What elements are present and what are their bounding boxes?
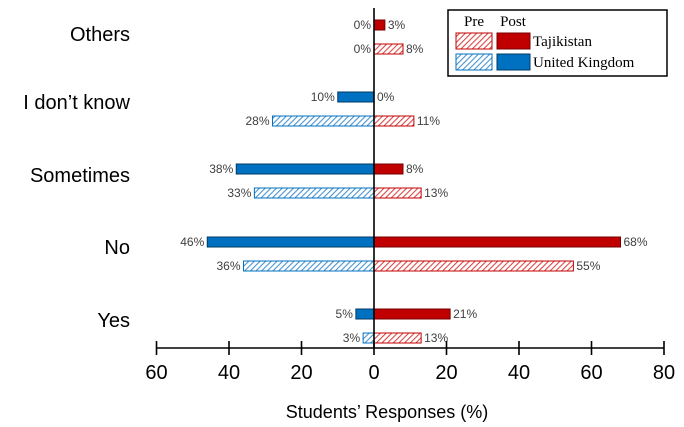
category-label: I don’t know [23,92,130,114]
bar-uk-post [235,163,375,175]
bar-tajikistan-post [373,163,404,175]
data-label: 21% [453,307,477,321]
data-label: 10% [311,90,335,104]
legend-header-pre: Pre [464,14,484,30]
data-label: 3% [343,331,361,345]
category-labels: Others I don’t know Sometimes No Yes [23,24,130,332]
bar-tajikistan-post [373,19,386,31]
data-label: 5% [336,307,354,321]
data-label: 0% [354,18,372,32]
x-tick-label: 40 [508,362,530,384]
x-tick-label: 80 [653,362,675,384]
data-label: 0% [354,42,372,56]
data-label: 33% [227,186,251,200]
bar-uk-pre [362,332,375,344]
bar-tajikistan-pre [373,187,422,199]
data-label: 3% [388,18,406,32]
data-label: 46% [180,235,204,249]
bar-uk-pre [253,187,375,199]
data-label: 38% [209,162,233,176]
category-label: Yes [97,310,130,332]
data-label: 0% [377,90,395,104]
bar-uk-post [355,308,375,320]
legend-header-post: Post [500,14,527,30]
category-label: Sometimes [30,165,130,187]
bar-uk-pre [243,260,375,272]
x-tick-label: 0 [368,362,379,384]
data-label: 8% [406,162,424,176]
x-tick-label: 60 [145,362,167,384]
bar-tajikistan-pre [373,332,422,344]
x-tick-label: 20 [435,362,457,384]
data-label: 68% [624,235,648,249]
data-label: 13% [424,331,448,345]
bar-uk-pre [272,115,375,127]
data-label: 8% [406,42,424,56]
bar-tajikistan-post [373,236,621,248]
legend-swatch-pre [455,32,493,50]
bar-uk-post [206,236,375,248]
data-label: 36% [216,259,240,273]
x-tick-label: 20 [290,362,312,384]
bar-uk-post [337,91,375,103]
category-label: Others [70,24,130,46]
category-label: No [104,237,130,259]
legend-entry: United Kingdom [533,55,635,71]
data-label: 28% [245,114,269,128]
data-label: 13% [424,186,448,200]
legend-entry: Tajikistan [533,34,592,50]
data-label: 55% [576,259,600,273]
legend-swatch-pre [455,53,493,71]
legend-swatch-post [496,53,531,71]
x-tick-label: 40 [218,362,240,384]
legend-swatch-post [496,32,531,50]
bar-tajikistan-pre [373,43,404,55]
x-tick-label: 60 [580,362,602,384]
bar-tajikistan-pre [373,115,415,127]
x-axis: 60 40 20 0 20 40 60 80 [145,8,675,384]
x-axis-title: Students’ Responses (%) [286,402,488,422]
legend: Pre Post Tajikistan United Kingdom [447,9,668,77]
data-label: 11% [417,114,440,128]
bar-tajikistan-post [373,308,451,320]
bar-tajikistan-pre [373,260,574,272]
